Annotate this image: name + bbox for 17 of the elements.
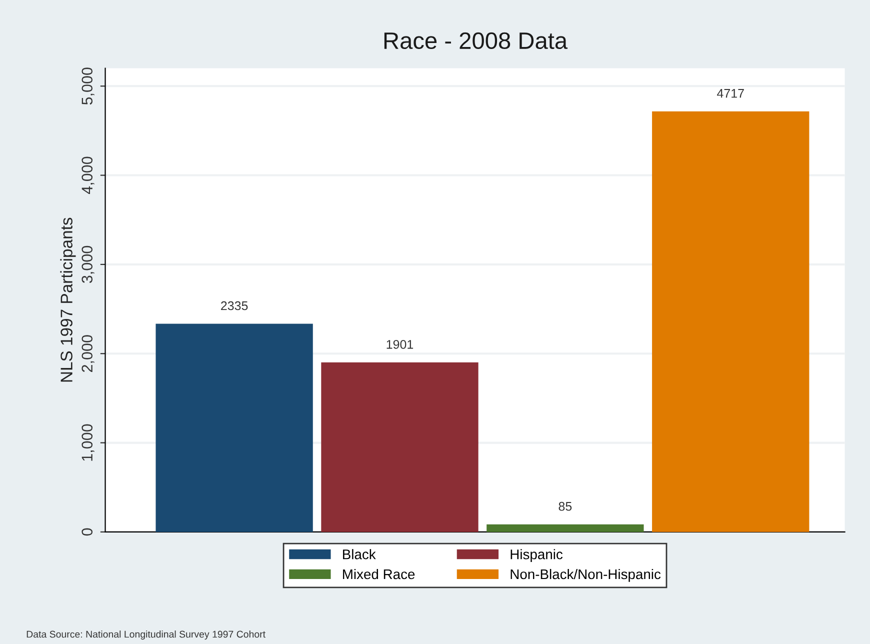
y-tick-label: 0	[82, 528, 93, 536]
legend-label: Non-Black/Non-Hispanic	[510, 568, 661, 582]
y-tick-label: 5,000	[82, 68, 94, 105]
data-label: 85	[558, 502, 572, 511]
chart-title: Race - 2008 Data	[384, 32, 568, 50]
data-label: 1901	[386, 340, 414, 349]
legend-label: Hispanic	[510, 549, 563, 562]
source-note: Data Source: National Longitudinal Survey 1997 Cohort	[26, 630, 266, 640]
y-axis-title: NLS 1997 Participants	[60, 218, 76, 382]
data-label: 2335	[221, 301, 248, 310]
legend-label: Mixed Race	[343, 568, 415, 580]
legend-label: Black	[343, 549, 376, 560]
y-tick-label: 3,000	[82, 246, 94, 283]
y-tick-label: 2,000	[82, 335, 94, 372]
y-tick-label: 1,000	[82, 424, 94, 461]
y-tick-label: 4,000	[82, 156, 94, 194]
data-label: 4717	[717, 89, 744, 98]
